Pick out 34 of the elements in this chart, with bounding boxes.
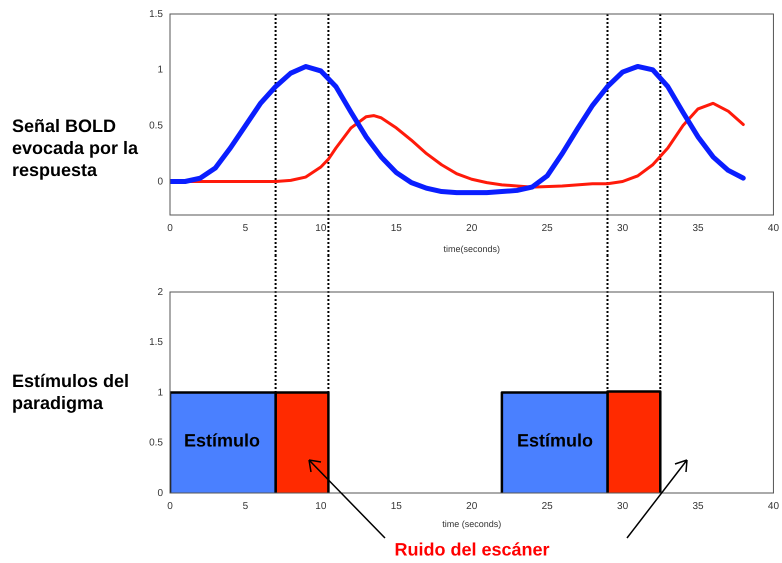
x-tick-label: 35 (692, 500, 704, 512)
y-tick-label: 1 (157, 387, 164, 398)
x-tick-label: 10 (315, 500, 327, 512)
x-tick-label: 40 (768, 500, 780, 512)
x-axis-title: time (seconds) (442, 519, 502, 530)
x-tick-label: 5 (242, 500, 249, 512)
y-tick-label: 0 (157, 176, 164, 188)
x-axis-title: time(seconds) (443, 244, 500, 254)
x-tick-label: 15 (390, 500, 402, 512)
x-tick-label: 10 (315, 222, 327, 234)
y-tick-label: 0.5 (149, 438, 164, 448)
x-tick-label: 30 (617, 222, 629, 234)
y-axis-title: Estímulos del paradigma (12, 370, 130, 414)
x-tick-label: 25 (542, 222, 554, 234)
y-tick-label: 1.5 (149, 8, 164, 20)
y-tick-label: 1 (157, 64, 164, 76)
y-tick-label: 0 (157, 488, 164, 499)
annotation: Estímulo (516, 430, 594, 452)
y-tick-label: 2 (157, 286, 164, 298)
y-tick-label: 0.5 (149, 120, 164, 132)
x-tick-label: 5 (242, 222, 249, 234)
x-tick-label: 20 (466, 500, 478, 512)
x-tick-label: 0 (167, 222, 174, 234)
x-tick-label: 35 (692, 222, 704, 234)
y-tick-label: 1.5 (149, 337, 164, 348)
text: Ruido del escáner (394, 540, 550, 560)
x-tick-label: 15 (390, 222, 402, 234)
annotation: Estímulo (184, 430, 260, 452)
x-tick-label: 20 (466, 222, 478, 234)
x-tick-label: 30 (617, 500, 629, 512)
x-tick-label: 0 (167, 500, 174, 512)
x-tick-label: 25 (542, 500, 554, 512)
x-tick-label: 40 (768, 222, 780, 234)
y-axis-title: Señal BOLD evocada por la respuesta (12, 116, 138, 180)
